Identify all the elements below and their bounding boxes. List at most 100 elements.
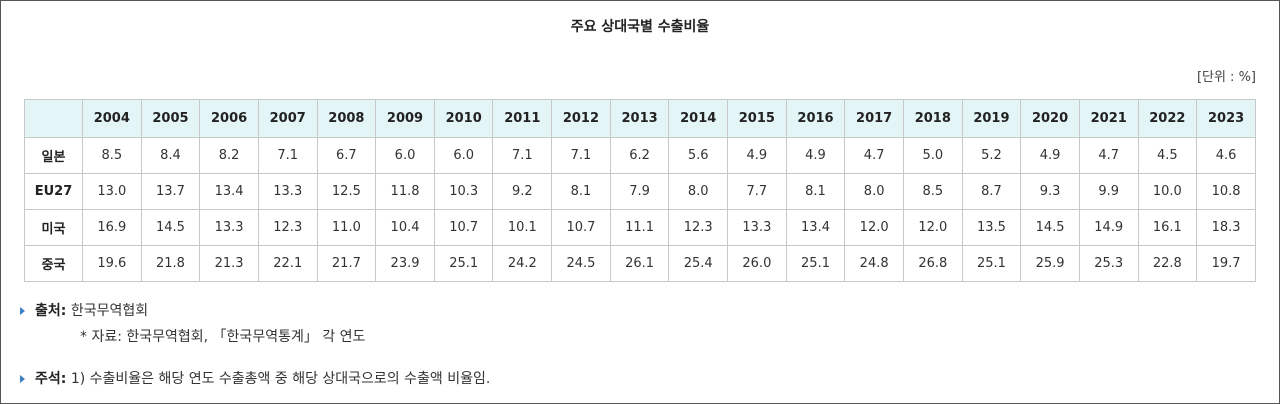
year-header-cell: 2020	[1020, 99, 1080, 138]
value-cell: 24.8	[844, 245, 904, 282]
year-header-cell: 2022	[1137, 99, 1198, 138]
value-cell: 22.1	[257, 245, 318, 282]
year-header-cell: 2023	[1196, 99, 1256, 138]
value-cell: 10.7	[551, 209, 611, 246]
value-cell: 12.0	[902, 209, 963, 246]
value-cell: 7.1	[492, 137, 553, 174]
table-body: 일본 8.5 8.4 8.2 7.1 6.7 6.0 6.0 7.1 7.1 6.2 5.6 4.9 4.…	[24, 137, 1256, 282]
source-line: 출처: 한국무역협회	[20, 300, 148, 320]
table-row: EU27 13.0 13.7 13.4 13.3 12.5 11.8 10.3 9.2 8.1 7.…	[24, 173, 1256, 210]
value-cell: 12.3	[668, 209, 729, 246]
year-header-cell: 2014	[668, 99, 729, 138]
value-cell: 13.4	[785, 209, 846, 246]
value-cell: 8.7	[961, 173, 1022, 210]
value-cell: 19.6	[82, 245, 142, 282]
row-header-cell: EU27	[24, 173, 83, 210]
year-header-cell: 2019	[961, 99, 1022, 138]
value-cell: 8.5	[902, 173, 963, 210]
year-header-cell: 2018	[902, 99, 963, 138]
value-cell: 21.8	[140, 245, 201, 282]
value-cell: 8.1	[785, 173, 846, 210]
value-cell: 10.7	[433, 209, 494, 246]
value-cell: 6.7	[316, 137, 377, 174]
year-header-cell: 2012	[551, 99, 611, 138]
footnote-label: 주석:	[35, 371, 67, 387]
value-cell: 8.0	[668, 173, 729, 210]
year-header-cell: 2007	[257, 99, 318, 138]
value-cell: 13.0	[82, 173, 142, 210]
footnote-line: 주석: 1) 수출비율은 해당 연도 수출총액 중 해당 상대국으로의 수출액 …	[20, 368, 490, 388]
table-row: 일본 8.5 8.4 8.2 7.1 6.7 6.0 6.0 7.1 7.1 6.2 5.6 4.9 4.…	[24, 137, 1256, 174]
table-row: 중국 19.6 21.8 21.3 22.1 21.7 23.9 25.1 24.2 24.5 26…	[24, 245, 1256, 282]
value-cell: 9.2	[492, 173, 553, 210]
value-cell: 11.1	[609, 209, 670, 246]
value-cell: 24.2	[492, 245, 553, 282]
value-cell: 7.7	[727, 173, 787, 210]
value-cell: 4.9	[1020, 137, 1080, 174]
value-cell: 5.6	[668, 137, 729, 174]
value-cell: 25.1	[433, 245, 494, 282]
value-cell: 10.3	[433, 173, 494, 210]
value-cell: 16.1	[1137, 209, 1198, 246]
value-cell: 9.3	[1020, 173, 1080, 210]
value-cell: 4.7	[844, 137, 904, 174]
value-cell: 25.1	[961, 245, 1022, 282]
value-cell: 14.9	[1078, 209, 1139, 246]
value-cell: 7.1	[551, 137, 611, 174]
year-header-cell: 2015	[727, 99, 787, 138]
value-cell: 13.3	[257, 173, 318, 210]
source-text: 한국무역협회	[70, 303, 149, 319]
value-cell: 25.3	[1078, 245, 1139, 282]
value-cell: 13.7	[140, 173, 201, 210]
value-cell: 12.3	[257, 209, 318, 246]
value-cell: 13.3	[727, 209, 787, 246]
row-header-cell: 미국	[24, 209, 83, 246]
year-header-cell: 2011	[492, 99, 553, 138]
value-cell: 4.9	[785, 137, 846, 174]
value-cell: 8.2	[199, 137, 259, 174]
year-header-cell: 2021	[1078, 99, 1139, 138]
year-header-cell: 2008	[316, 99, 377, 138]
year-header-cell: 2010	[433, 99, 494, 138]
value-cell: 8.5	[82, 137, 142, 174]
value-cell: 8.0	[844, 173, 904, 210]
value-cell: 4.5	[1137, 137, 1198, 174]
value-cell: 26.8	[902, 245, 963, 282]
value-cell: 7.9	[609, 173, 670, 210]
value-cell: 18.3	[1196, 209, 1256, 246]
triangle-bullet-icon	[20, 307, 25, 315]
row-header-cell: 중국	[24, 245, 83, 282]
year-header-cell: 2005	[140, 99, 201, 138]
value-cell: 24.5	[551, 245, 611, 282]
value-cell: 6.2	[609, 137, 670, 174]
value-cell: 12.5	[316, 173, 377, 210]
value-cell: 4.7	[1078, 137, 1139, 174]
page-title: 주요 상대국별 수출비율	[570, 19, 710, 35]
row-header-cell: 일본	[24, 137, 83, 174]
source-sub-line: * 자료: 한국무역협회, 「한국무역통계」 각 연도	[80, 329, 366, 345]
year-header-cell: 2004	[82, 99, 142, 138]
value-cell: 8.1	[551, 173, 611, 210]
value-cell: 22.8	[1137, 245, 1198, 282]
triangle-bullet-icon	[20, 375, 25, 383]
table-row: 미국 16.9 14.5 13.3 12.3 11.0 10.4 10.7 10.1 10.7 11…	[24, 209, 1256, 246]
table-corner-cell	[24, 99, 83, 138]
value-cell: 21.3	[199, 245, 259, 282]
value-cell: 10.8	[1196, 173, 1256, 210]
value-cell: 6.0	[433, 137, 494, 174]
value-cell: 12.0	[844, 209, 904, 246]
value-cell: 25.1	[785, 245, 846, 282]
year-header-cell: 2016	[785, 99, 846, 138]
value-cell: 14.5	[1020, 209, 1080, 246]
value-cell: 16.9	[82, 209, 142, 246]
value-cell: 4.9	[727, 137, 787, 174]
value-cell: 11.0	[316, 209, 377, 246]
year-header-cell: 2017	[844, 99, 904, 138]
value-cell: 23.9	[375, 245, 435, 282]
value-cell: 25.9	[1020, 245, 1080, 282]
value-cell: 14.5	[140, 209, 201, 246]
year-header-cell: 2009	[375, 99, 435, 138]
value-cell: 10.0	[1137, 173, 1198, 210]
value-cell: 21.7	[316, 245, 377, 282]
value-cell: 13.5	[961, 209, 1022, 246]
